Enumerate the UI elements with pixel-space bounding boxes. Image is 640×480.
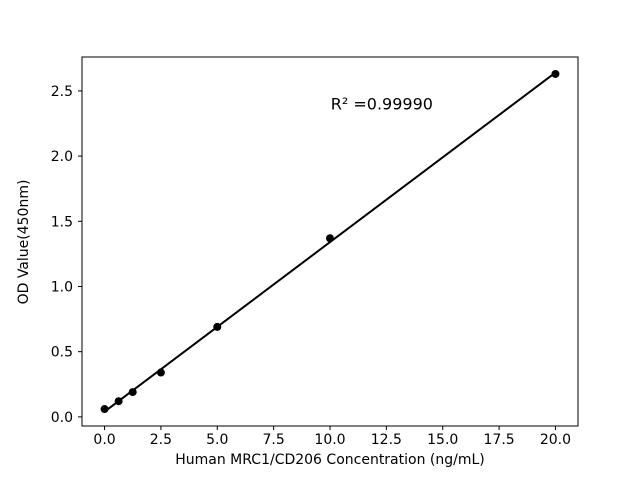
y-tick-label: 0.0 (51, 410, 73, 426)
y-tick-label: 2.0 (51, 149, 73, 165)
y-tick-label: 2.5 (51, 84, 73, 100)
data-point (128, 388, 137, 397)
x-tick-label: 17.5 (484, 432, 515, 448)
x-tick-label: 2.5 (150, 432, 172, 448)
data-point (156, 368, 165, 377)
y-tick-label: 1.0 (51, 279, 73, 295)
data-point (551, 69, 560, 78)
x-tick-label: 10.0 (314, 432, 345, 448)
x-tick-label: 5.0 (206, 432, 228, 448)
x-tick-label: 0.0 (93, 432, 115, 448)
y-axis-label: OD Value(450nm) (16, 179, 32, 305)
y-tick-label: 0.5 (51, 345, 73, 361)
data-point (114, 397, 123, 406)
data-point (100, 405, 109, 414)
x-tick-label: 20.0 (540, 432, 571, 448)
y-tick-label: 1.5 (51, 214, 73, 230)
x-tick-label: 7.5 (263, 432, 285, 448)
data-point (326, 234, 334, 243)
x-tick-label: 15.0 (427, 432, 458, 448)
r-squared-annotation: R² =0.99990 (330, 94, 433, 114)
x-tick-label: 12.5 (371, 432, 402, 448)
x-axis-label: Human MRC1/CD206 Concentration (ng/mL) (175, 452, 485, 468)
data-point (213, 322, 222, 331)
